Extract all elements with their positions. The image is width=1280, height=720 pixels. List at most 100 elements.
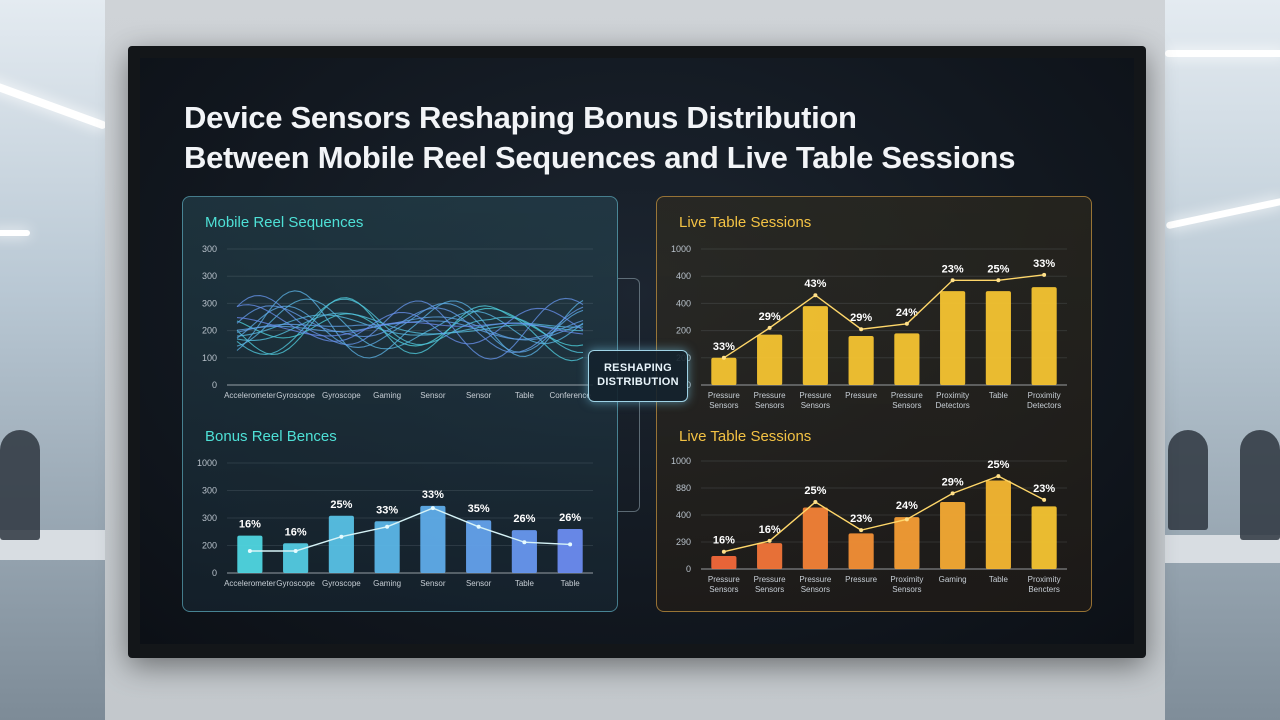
bar <box>466 520 492 573</box>
trend-point <box>430 506 435 511</box>
x-tick-label: Sensors <box>709 585 738 594</box>
trend-point <box>1042 497 1047 502</box>
bar <box>420 505 446 573</box>
y-tick-label: 200 <box>676 326 691 336</box>
x-tick-label: Detectors <box>1027 401 1061 410</box>
x-tick-label: Pressure <box>754 575 787 584</box>
bar <box>711 357 737 385</box>
bar <box>511 530 537 573</box>
bar-value-label: 23% <box>1033 483 1055 495</box>
trend-line <box>723 475 1045 553</box>
screen: Device Sensors Reshaping Bonus Distribut… <box>140 58 1134 644</box>
title-line-1: Device Sensors Reshaping Bonus Distribut… <box>184 100 857 135</box>
x-tick-label: Sensor <box>466 579 492 588</box>
bar-value-label: 33% <box>376 504 398 516</box>
trend-point <box>859 327 864 332</box>
background-person <box>0 430 40 540</box>
x-tick-label: Sensors <box>801 401 830 410</box>
y-tick-label: 400 <box>676 510 691 520</box>
bar <box>848 336 874 385</box>
trend-point <box>996 474 1001 479</box>
trend-point <box>767 325 772 330</box>
x-tick-label: Proximity <box>890 575 923 584</box>
background-person <box>1240 430 1280 540</box>
trend-point <box>385 524 390 529</box>
trend-point <box>813 293 818 298</box>
bar-value-label: 16% <box>713 535 735 547</box>
page-title: Device Sensors Reshaping Bonus Distribut… <box>184 98 1114 179</box>
reshaping-distribution-badge: RESHAPING DISTRIBUTION <box>588 350 688 402</box>
monitor: Device Sensors Reshaping Bonus Distribut… <box>128 46 1146 658</box>
bar-value-label: 16% <box>759 524 781 536</box>
x-tick-label: Sensors <box>709 401 738 410</box>
wave-line <box>236 305 584 354</box>
bar-chart-live-table-bottom: Live Table Sessions 1000 880 400 290 0 16% 16% 2… <box>671 428 1067 594</box>
y-tick-label: 1000 <box>671 244 691 254</box>
trend-point <box>721 355 726 360</box>
bar-value-label: 16% <box>285 526 307 538</box>
y-tick-label: 400 <box>676 298 691 308</box>
bar-value-label: 23% <box>942 263 964 275</box>
bar <box>848 533 874 569</box>
x-tick-label: Pressure <box>891 391 924 400</box>
x-tick-label: Accelerometer <box>224 391 276 400</box>
x-tick-label: Pressure <box>708 391 741 400</box>
bar-value-label: 26% <box>513 513 535 525</box>
connector-label-1: RESHAPING <box>603 362 673 374</box>
y-tick-label: 880 <box>676 483 691 493</box>
bar-value-label: 43% <box>804 278 826 290</box>
x-tick-label: Proximity <box>1028 575 1061 584</box>
ceiling-light <box>1165 50 1280 57</box>
trend-point <box>476 524 481 529</box>
x-tick-label: Pressure <box>799 575 832 584</box>
trend-point <box>568 542 573 547</box>
connector-line <box>618 278 640 350</box>
bar <box>1031 287 1057 385</box>
x-tick-label: Accelerometer <box>224 579 276 588</box>
x-tick-label: Proximity <box>1028 391 1061 400</box>
bar-value-label: 25% <box>804 485 826 497</box>
x-tick-label: Sensors <box>755 585 784 594</box>
bar-value-label: 24% <box>896 500 918 512</box>
bar-value-label: 25% <box>330 499 352 511</box>
bar <box>757 334 783 385</box>
y-tick-label: 300 <box>202 244 217 254</box>
y-tick-label: 0 <box>686 380 691 390</box>
trend-line <box>249 507 571 552</box>
trend-point <box>1042 272 1047 277</box>
bar-value-label: 29% <box>850 312 872 324</box>
trend-point <box>950 491 955 496</box>
bar <box>802 507 828 569</box>
bar-value-label: 29% <box>942 476 964 488</box>
bar-value-label: 25% <box>987 459 1009 471</box>
bar <box>237 535 263 573</box>
x-tick-label: Pressure <box>845 391 878 400</box>
y-tick-label: 1000 <box>671 456 691 466</box>
y-tick-label: 100 <box>202 353 217 363</box>
title-line-2: Between Mobile Reel Sequences and Live T… <box>184 140 1016 176</box>
trend-point <box>721 549 726 554</box>
x-tick-label: Proximity <box>936 391 969 400</box>
wave-line <box>236 298 584 355</box>
wave-line <box>236 295 584 360</box>
bar <box>557 529 583 573</box>
x-tick-label: Sensors <box>892 401 921 410</box>
chart-title: Bonus Reel Bences <box>205 428 337 445</box>
bar-value-label: 33% <box>1033 258 1055 270</box>
bar-value-label: 33% <box>422 489 444 501</box>
bar <box>894 333 920 385</box>
bar <box>328 515 354 573</box>
x-tick-label: Gyroscope <box>322 579 361 588</box>
trend-point <box>813 500 818 505</box>
x-tick-label: Pressure <box>799 391 832 400</box>
chart-title: Mobile Reel Sequences <box>205 214 363 231</box>
trend-point <box>996 278 1001 283</box>
bar-value-label: 25% <box>987 263 1009 275</box>
x-tick-label: Gyroscope <box>276 391 315 400</box>
y-tick-label: 200 <box>202 326 217 336</box>
bar-chart-bonus-reel: Bonus Reel Bences 1000 300 300 200 0 16% 16% 25%… <box>197 428 593 588</box>
wave-line <box>236 316 584 341</box>
x-tick-label: Gyroscope <box>322 391 361 400</box>
x-tick-label: Pressure <box>754 391 787 400</box>
y-tick-label: 300 <box>202 513 217 523</box>
